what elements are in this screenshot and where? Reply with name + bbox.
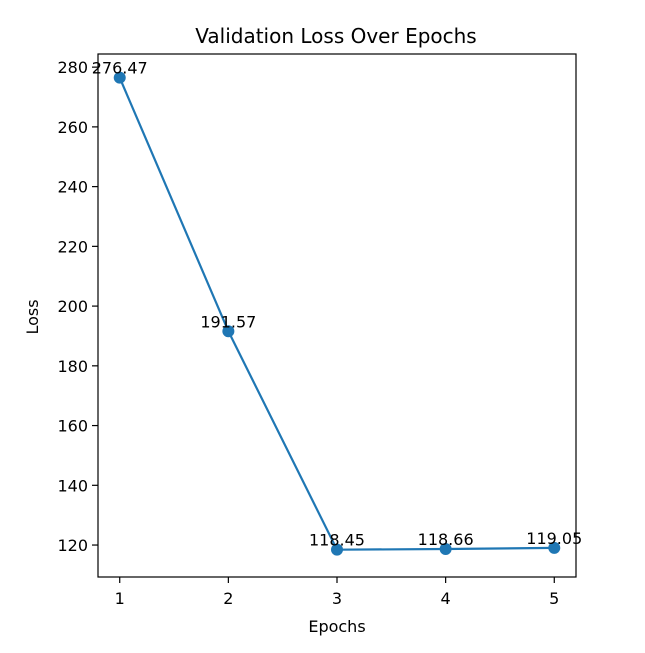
data-label: 119.05: [526, 529, 582, 548]
y-tick-label: 240: [57, 178, 88, 197]
data-point: [439, 543, 452, 556]
y-tick-label: 200: [57, 297, 88, 316]
data-point: [548, 541, 561, 554]
y-tick-label: 220: [57, 237, 88, 256]
y-tick-label: 120: [57, 536, 88, 555]
y-axis-ticks: 120 140 160 180 200 220 240 260 280: [57, 58, 98, 555]
x-tick-label: 4: [441, 589, 451, 608]
data-label: 118.45: [309, 531, 365, 550]
y-tick-label: 260: [57, 118, 88, 137]
x-tick-label: 5: [549, 589, 559, 608]
data-labels: 276.47 191.57 118.45 118.66 119.05: [92, 59, 583, 550]
data-label: 191.57: [200, 312, 256, 331]
y-tick-label: 180: [57, 357, 88, 376]
x-axis-label: Epochs: [308, 617, 365, 636]
data-label: 118.66: [418, 530, 474, 549]
x-tick-label: 1: [115, 589, 125, 608]
data-label: 276.47: [92, 59, 148, 78]
x-tick-label: 3: [332, 589, 342, 608]
y-tick-label: 280: [57, 58, 88, 77]
plot-area: [97, 53, 577, 578]
data-point: [331, 543, 343, 556]
y-tick-label: 160: [57, 417, 88, 436]
series-line: [118, 77, 555, 551]
x-axis-ticks: 1 2 3 4 5: [115, 577, 559, 608]
y-axis-label: Loss: [23, 299, 42, 334]
data-point: [113, 71, 126, 84]
data-point: [222, 325, 235, 338]
chart-title: Validation Loss Over Epochs: [195, 24, 476, 48]
x-tick-label: 2: [223, 589, 233, 608]
series-points: [113, 71, 561, 556]
y-tick-label: 140: [57, 476, 88, 495]
